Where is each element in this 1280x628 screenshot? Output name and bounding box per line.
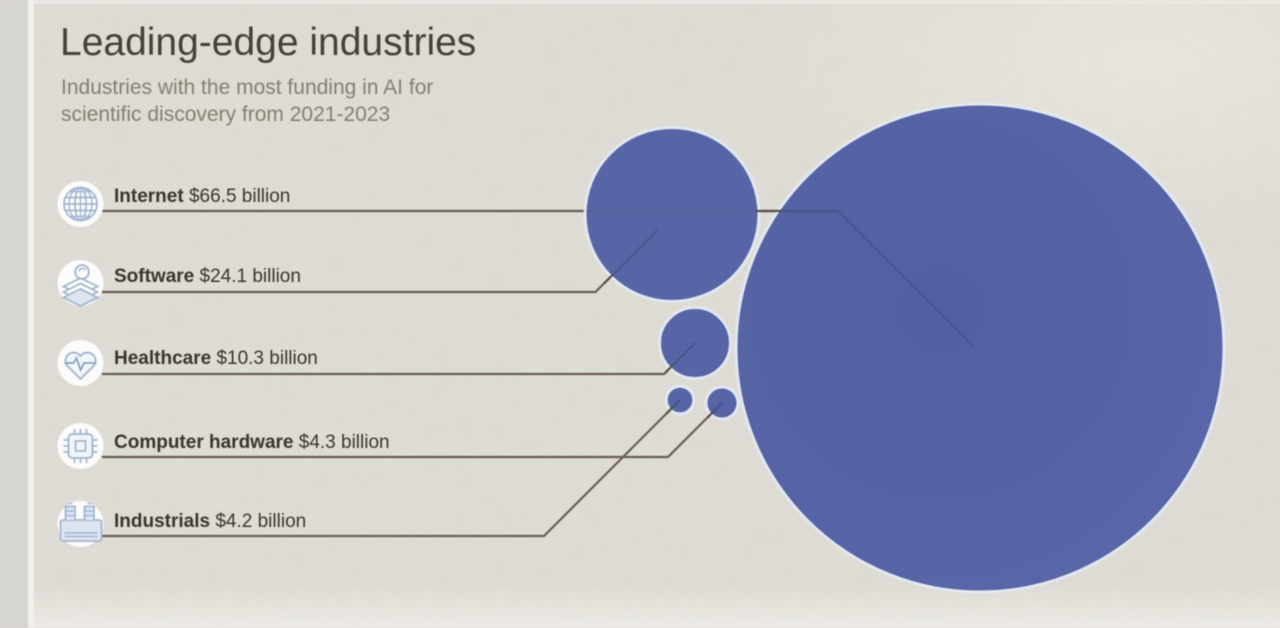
svg-text:scientific discovery from 2021: scientific discovery from 2021-2023 [61,103,390,126]
svg-text:Computer hardware $4.3 billion: Computer hardware $4.3 billion [114,432,390,453]
svg-text:Software $24.1 billion: Software $24.1 billion [114,266,301,287]
svg-text:Industrials $4.2 billion: Industrials $4.2 billion [114,511,306,532]
svg-text:Leading-edge industries: Leading-edge industries [60,21,476,64]
svg-text:Healthcare $10.3 billion: Healthcare $10.3 billion [114,348,318,369]
svg-text:Internet $66.5 billion: Internet $66.5 billion [114,186,290,207]
svg-text:Industries with the most fundi: Industries with the most funding in AI f… [61,76,433,99]
